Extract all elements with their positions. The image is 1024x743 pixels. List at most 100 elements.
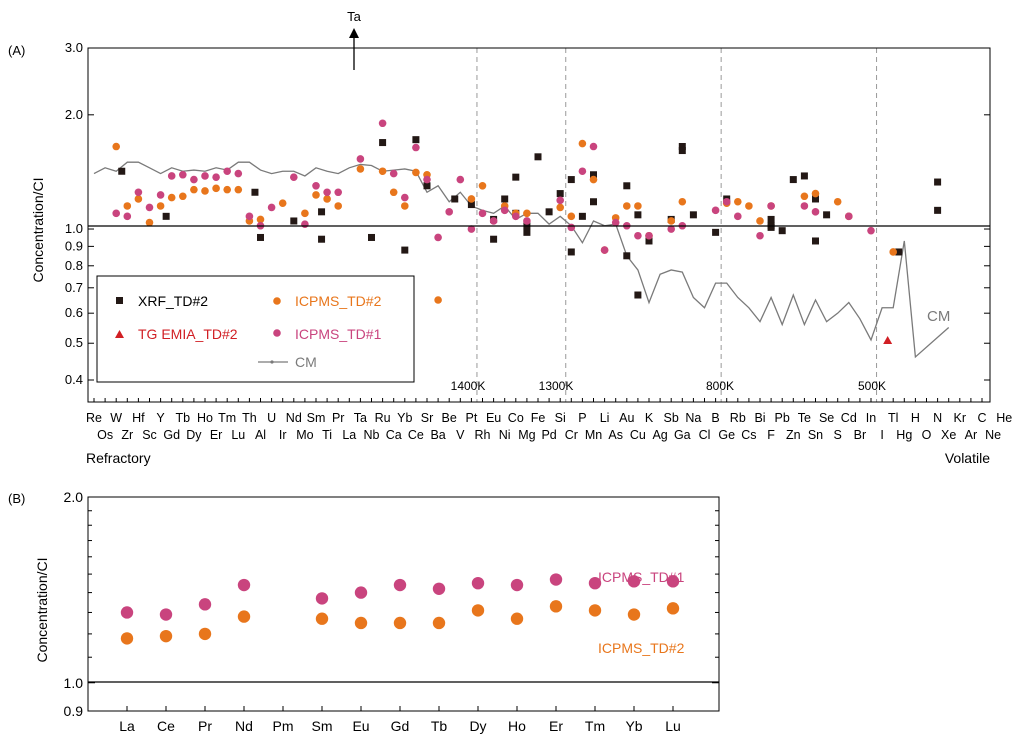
ree-point bbox=[315, 592, 329, 605]
legend-cm: CM bbox=[295, 354, 317, 370]
icpms-point bbox=[734, 212, 742, 221]
icpms-point bbox=[567, 212, 576, 221]
y-tick-label: 1.0 bbox=[65, 221, 83, 236]
element-label: O bbox=[922, 428, 932, 442]
icpms-point bbox=[134, 188, 143, 197]
element-label: Hg bbox=[896, 428, 912, 442]
element-label: Be bbox=[442, 411, 457, 425]
ree-point bbox=[432, 616, 446, 630]
element-label: As bbox=[608, 428, 623, 442]
xrf-point bbox=[934, 178, 942, 186]
xrf-point bbox=[645, 237, 653, 245]
ree-point bbox=[666, 602, 680, 615]
element-label: Cu bbox=[630, 428, 646, 442]
icpms-point bbox=[833, 197, 842, 206]
ree-label: Pm bbox=[273, 718, 294, 734]
icpms-point bbox=[123, 202, 132, 210]
ree-label: Lu bbox=[665, 718, 681, 734]
element-label: Nb bbox=[364, 428, 380, 442]
xrf-point bbox=[118, 167, 126, 175]
icpms-point bbox=[623, 202, 631, 210]
element-label: V bbox=[456, 428, 465, 442]
icpms-point bbox=[212, 184, 220, 193]
element-label: Sm bbox=[307, 411, 326, 425]
plot-frame-b bbox=[87, 496, 720, 712]
element-label: Ni bbox=[499, 428, 511, 442]
element-label: S bbox=[834, 428, 842, 442]
ree-label: Yb bbox=[625, 718, 642, 734]
icpms-point bbox=[401, 193, 409, 202]
ree-labels: La Ce Pr Nd Pm Sm Eu Gd Tb Dy Ho Er Tm Yb Lu bbox=[119, 718, 681, 734]
xrf-point bbox=[678, 147, 686, 155]
xrf-point bbox=[634, 211, 642, 219]
element-labels-row2: Os Zr Sc Gd Dy Er Lu Al Ir Mo Ti La Nb Ca Ce Ba V Rh Ni Mg P… bbox=[97, 428, 1001, 442]
legend-marker-icpms-td1 bbox=[273, 329, 281, 337]
icpms-point bbox=[467, 225, 476, 233]
icpms-point bbox=[356, 165, 365, 173]
element-label: Kr bbox=[954, 411, 967, 425]
icpms-point bbox=[290, 173, 298, 181]
element-label: He bbox=[996, 411, 1012, 425]
element-label: Ir bbox=[279, 428, 287, 442]
icpms-point bbox=[201, 187, 209, 195]
ree-point bbox=[549, 600, 563, 613]
icpms-point bbox=[578, 167, 587, 176]
xrf-point bbox=[162, 212, 170, 220]
element-label: C bbox=[977, 411, 986, 425]
element-label: Gd bbox=[163, 428, 180, 442]
temp-label-500k: 500K bbox=[858, 379, 886, 393]
panel-a-label: (A) bbox=[8, 43, 25, 58]
element-label: Tm bbox=[218, 411, 236, 425]
element-label: Bi bbox=[754, 411, 765, 425]
element-label: Ta bbox=[354, 411, 367, 425]
element-label: Li bbox=[600, 411, 610, 425]
data-points-b bbox=[120, 573, 680, 645]
xrf-point bbox=[590, 198, 597, 206]
element-label: W bbox=[110, 411, 122, 425]
temp-label-1400k: 1400K bbox=[451, 379, 486, 393]
ree-label: Ho bbox=[508, 718, 526, 734]
y-tick-label: 0.4 bbox=[65, 372, 83, 387]
icpms-point bbox=[512, 212, 520, 221]
element-label: Ho bbox=[197, 411, 213, 425]
xrf-point bbox=[767, 215, 775, 223]
xrf-point bbox=[368, 233, 375, 241]
legend-marker-cm-dot bbox=[270, 360, 274, 364]
tg-emia-point bbox=[883, 335, 893, 344]
y-axis-label-b: Concentration/CI bbox=[34, 557, 50, 662]
icpms-point bbox=[645, 231, 653, 240]
xrf-point bbox=[689, 211, 697, 219]
xrf-point bbox=[318, 235, 326, 243]
y-tick-label: 0.6 bbox=[65, 305, 83, 320]
element-label: Zr bbox=[121, 428, 133, 442]
xrf-point bbox=[800, 172, 808, 180]
icpms-point bbox=[223, 167, 231, 176]
xrf-point bbox=[767, 223, 775, 231]
element-label: Si bbox=[555, 411, 566, 425]
legend-marker-xrf bbox=[116, 297, 123, 304]
element-label: Hf bbox=[132, 411, 145, 425]
icpms-point bbox=[112, 142, 120, 151]
element-label: Na bbox=[685, 411, 701, 425]
x-ticks-b bbox=[126, 706, 674, 711]
xrf-point bbox=[823, 211, 831, 219]
element-label: Ge bbox=[718, 428, 735, 442]
xrf-point bbox=[412, 136, 420, 144]
refractory-label: Refractory bbox=[86, 450, 151, 466]
element-label: Ti bbox=[322, 428, 332, 442]
element-label: Y bbox=[156, 411, 165, 425]
xrf-point bbox=[634, 291, 642, 299]
element-label: Pr bbox=[332, 411, 345, 425]
element-label: K bbox=[645, 411, 654, 425]
icpms-point bbox=[500, 206, 509, 215]
xrf-point bbox=[318, 208, 326, 216]
icpms-point bbox=[145, 218, 154, 227]
y-ticks-a: 0.4 0.5 0.6 0.7 0.8 0.9 1.0 2.0 3.0 bbox=[65, 40, 990, 387]
element-label: U bbox=[267, 411, 276, 425]
icpms-point bbox=[256, 215, 265, 224]
y-tick-label: 2.0 bbox=[65, 107, 83, 122]
element-label: Ga bbox=[674, 428, 691, 442]
xrf-point bbox=[812, 195, 819, 203]
xrf-point bbox=[789, 176, 797, 184]
data-points-a bbox=[112, 119, 942, 344]
